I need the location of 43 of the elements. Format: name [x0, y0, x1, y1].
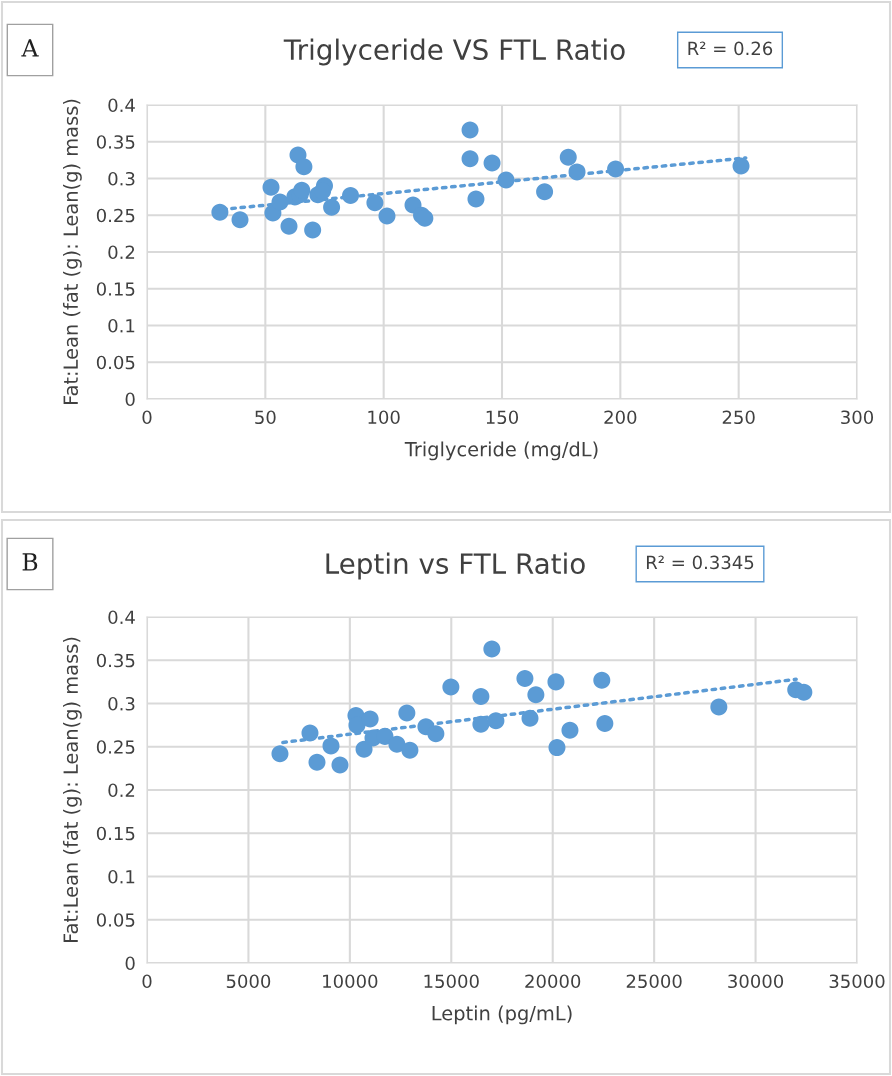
x-tick-label: 15000	[424, 974, 479, 989]
y-axis-title: Fat:Lean (fat (g): Lean(g) mass)	[62, 99, 82, 405]
y-tick-label: 0.25	[96, 740, 135, 754]
x-tick-label: 50	[255, 410, 276, 425]
y-tick-label: 0.35	[96, 653, 135, 668]
x-tick-label: 5000	[226, 974, 271, 989]
y-tick-label: 0.2	[108, 245, 135, 260]
x-axis-title: Triglyceride (mg/dL)	[404, 441, 598, 461]
y-tick-label: 0	[125, 956, 135, 971]
y-tick-label: 0.2	[108, 783, 135, 798]
y-tick-label: 0.35	[96, 135, 135, 149]
y-tick-label: 0.25	[96, 208, 135, 223]
y-tick-label: 0.15	[96, 282, 135, 296]
x-tick-label: 0	[142, 974, 152, 989]
x-tick-label: 200	[604, 410, 637, 425]
x-tick-label: 30000	[728, 974, 784, 989]
x-axis-title: Leptin (pg/mL)	[432, 1005, 572, 1025]
text: B	[22, 553, 38, 571]
y-tick-label: 0.4	[108, 610, 135, 625]
y-axis-title: Fat:Lean (fat (g): Lean(g) mass)	[62, 637, 82, 943]
x-tick-label: 100	[368, 410, 400, 425]
y-tick-label: 0.1	[108, 869, 135, 884]
y-tick-label: 0.15	[96, 826, 135, 841]
x-tick-label: 150	[486, 410, 519, 425]
text: R² = 0.3345	[646, 555, 754, 570]
x-tick-label: 35000	[829, 974, 885, 989]
y-tick-label: 0.3	[108, 696, 135, 711]
x-tick-label: 10000	[323, 974, 378, 989]
y-tick-label: 0.3	[108, 171, 135, 186]
chart-title: Triglyceride VS FTL Ratio	[283, 38, 625, 66]
x-tick-label: 250	[722, 410, 755, 425]
x-tick-label: 25000	[626, 974, 682, 989]
x-tick-label: 20000	[525, 974, 581, 989]
y-tick-label: 0.1	[108, 318, 135, 333]
y-tick-label: 0.05	[96, 913, 135, 927]
text: A	[21, 39, 39, 57]
chart-title: Leptin vs FTL Ratio	[326, 552, 585, 580]
x-tick-label: 300	[841, 410, 874, 425]
y-tick-label: 0	[125, 392, 135, 407]
y-tick-label: 0.05	[96, 355, 135, 370]
y-tick-label: 0.4	[108, 98, 135, 113]
x-tick-label: 0	[142, 410, 152, 425]
text: R² = 0.26	[688, 41, 773, 56]
